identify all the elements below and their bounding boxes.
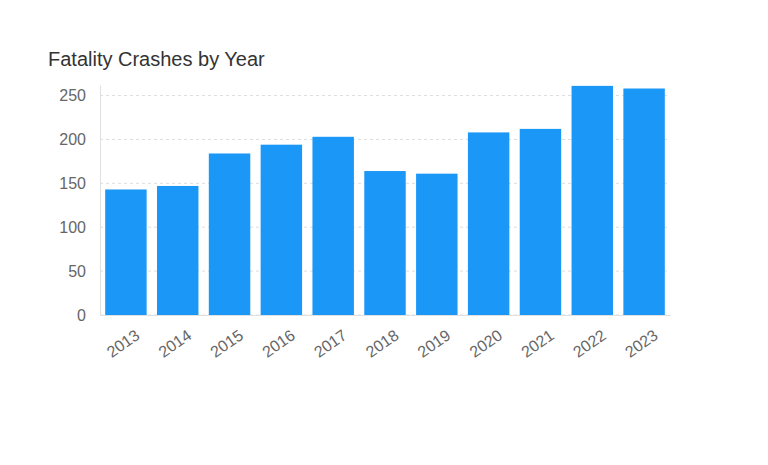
x-tick-label: 2023 <box>622 326 661 360</box>
bar <box>209 153 250 315</box>
x-tick: 2015 <box>207 315 246 361</box>
x-axis: 2013 2014 2015 2016 2017 2018 2019 2020 2021 2022… <box>101 315 671 361</box>
x-tick: 2014 <box>155 315 194 361</box>
y-tick-label: 50 <box>68 263 86 280</box>
y-tick-label: 150 <box>59 175 86 192</box>
y-tick-label: 0 <box>77 307 86 324</box>
y-tick: 250 <box>59 87 100 104</box>
x-tick: 2023 <box>622 315 661 361</box>
bar <box>572 86 613 315</box>
x-tick: 2016 <box>259 315 298 361</box>
y-tick-label: 250 <box>59 87 86 104</box>
x-tick: 2013 <box>104 315 143 361</box>
x-tick-label: 2018 <box>363 326 402 360</box>
bar <box>261 145 302 315</box>
x-axis-line <box>101 315 671 316</box>
title: Fatality Crashes by Year <box>48 48 265 70</box>
x-tick: 2020 <box>466 315 505 361</box>
bars <box>105 86 665 315</box>
x-tick-label: 2020 <box>466 326 505 360</box>
x-tick: 2021 <box>518 315 557 361</box>
plot: 0501001502002502013201420152016201720182… <box>59 86 670 361</box>
bar <box>157 186 198 315</box>
x-tick: 2018 <box>363 315 402 361</box>
x-tick-label: 2014 <box>155 326 194 360</box>
x-tick-label: 2022 <box>570 326 609 360</box>
y-tick: 100 <box>59 219 100 236</box>
bar <box>364 171 405 315</box>
bar <box>105 189 146 315</box>
bar <box>623 89 664 315</box>
x-tick: 2019 <box>415 315 454 361</box>
chart: Fatality Crashes by Year 0 50 100 150 200 250 2… <box>0 0 768 465</box>
bar <box>416 174 457 315</box>
x-tick-label: 2015 <box>207 326 246 360</box>
y-axis: 0 50 100 150 200 250 <box>59 86 100 324</box>
x-tick-label: 2016 <box>259 326 298 360</box>
y-tick: 150 <box>59 175 100 192</box>
x-tick-label: 2021 <box>518 326 557 360</box>
y-tick: 200 <box>59 131 100 148</box>
x-tick: 2017 <box>311 315 350 361</box>
y-tick-label: 100 <box>59 219 86 236</box>
y-tick-label: 200 <box>59 131 86 148</box>
x-tick-label: 2013 <box>104 326 143 360</box>
x-tick-label: 2017 <box>311 326 350 360</box>
bar <box>468 132 509 315</box>
bar <box>520 129 561 315</box>
bar <box>312 137 353 315</box>
y-tick: 50 <box>68 263 100 280</box>
x-tick-label: 2019 <box>415 326 454 360</box>
y-tick: 0 <box>77 307 100 324</box>
x-tick: 2022 <box>570 315 609 361</box>
y-axis-line <box>100 86 101 316</box>
